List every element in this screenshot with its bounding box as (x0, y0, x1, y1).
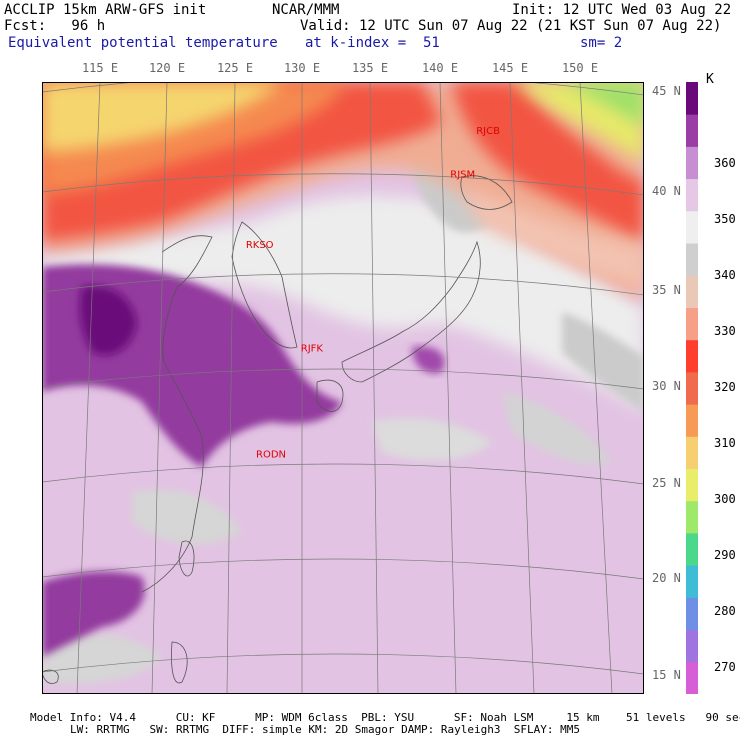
parallel-25N (42, 463, 644, 485)
colorbar-swatch (686, 532, 698, 566)
purple-region-sw (42, 571, 145, 657)
lon-label: 145 E (491, 61, 529, 75)
colorbar-level: 280 (714, 604, 736, 618)
parallel-30N (42, 368, 644, 390)
coastline-kyushu (316, 379, 344, 412)
coastline-korea (231, 221, 298, 349)
lat-label: 15 N (652, 668, 681, 682)
colorbar-swatch (686, 307, 698, 341)
lon-label: 125 E (216, 61, 254, 75)
colorbar (686, 82, 698, 694)
colorbar-swatch (686, 661, 698, 694)
parallel-20N (42, 558, 644, 580)
lon-label: 140 E (421, 61, 459, 75)
grey-patch (372, 418, 492, 461)
meridian-125E (226, 82, 236, 694)
meridian-150E (579, 82, 613, 694)
colorbar-swatch (686, 597, 698, 631)
colorbar-swatch (686, 146, 698, 180)
warm-band-yellow (42, 82, 282, 152)
purple-patch (412, 346, 445, 374)
meridian-115E (76, 82, 101, 694)
theta-e-map[interactable]: RJCB RJSM RKSO RJFK RODN (42, 82, 644, 694)
org-label: NCAR/MMM (272, 2, 340, 18)
parallel-40N (42, 173, 644, 196)
graticule (42, 82, 644, 694)
meridian-135E (369, 82, 379, 694)
colorbar-swatch (686, 339, 698, 373)
station-label-rjcb: RJCB (476, 126, 500, 137)
colorbar-swatch (686, 178, 698, 212)
colorbar-level: 360 (714, 156, 736, 170)
meridian-145E (509, 82, 535, 694)
station-label-rodn: RODN (256, 450, 286, 461)
colorbar-swatch (686, 243, 698, 276)
colorbar-swatch (686, 629, 698, 663)
lat-label: 45 N (652, 84, 681, 98)
warm-band-red-east (452, 82, 644, 242)
meridian-120E (151, 82, 168, 694)
grey-patch (502, 392, 612, 465)
station-label-rjsm: RJSM (450, 169, 475, 180)
colorbar-level: 270 (714, 660, 736, 674)
lat-label: 20 N (652, 571, 681, 585)
parallel-15N (42, 653, 644, 675)
purple-core (79, 286, 137, 356)
init-time: Init: 12 UTC Wed 03 Aug 22 (512, 2, 732, 18)
lon-label: 130 E (283, 61, 321, 75)
colorbar-swatch (686, 500, 698, 534)
grey-band (42, 195, 644, 412)
grey-patch (132, 489, 242, 545)
warm-band-green (562, 82, 644, 127)
colorbar-level: 300 (714, 492, 736, 506)
lon-label: 135 E (351, 61, 389, 75)
forecast-hour: Fcst: 96 h (4, 18, 106, 34)
colorbar-swatch (686, 404, 698, 437)
parallel-35N (42, 273, 644, 296)
colorbar-level: 350 (714, 212, 736, 226)
colorbar-level: 330 (714, 324, 736, 338)
level-label: at k-index = 51 (305, 35, 440, 51)
warm-band-pink-east (462, 187, 644, 287)
colorbar-swatch (686, 82, 698, 115)
lat-label: 35 N (652, 283, 681, 297)
colorbar-swatch (686, 371, 698, 405)
lon-label: 115 E (81, 61, 119, 75)
meridian-140E (439, 82, 457, 694)
lon-label: 120 E (148, 61, 186, 75)
colorbar-level: 290 (714, 548, 736, 562)
valid-time: Valid: 12 UTC Sun 07 Aug 22 (21 KST Sun … (300, 18, 722, 34)
coastline-philippines (171, 641, 188, 684)
colorbar-swatch (686, 114, 698, 147)
grey-patch (562, 312, 644, 412)
colorbar-swatch (686, 565, 698, 598)
lat-label: 40 N (652, 184, 681, 198)
grey-patch (42, 633, 162, 684)
model-title: ACCLIP 15km ARW-GFS init (4, 2, 207, 18)
station-label-rkso: RKSO (246, 240, 274, 251)
coastline-hainan (42, 669, 59, 684)
coastline-japan (341, 240, 481, 383)
colorbar-swatch (686, 275, 698, 308)
lat-label: 25 N (652, 476, 681, 490)
colorbar-level: 310 (714, 436, 736, 450)
coastline-china (141, 235, 213, 593)
colorbar-swatch (686, 210, 698, 244)
colorbar-units: K (706, 72, 714, 87)
model-info-line2: LW: RRTMG SW: RRTMG DIFF: simple KM: 2D … (70, 723, 580, 736)
field-name: Equivalent potential temperature (8, 35, 278, 51)
colorbar-level: 340 (714, 268, 736, 282)
colorbar-swatch (686, 468, 698, 502)
colorbar-level: 320 (714, 380, 736, 394)
model-info-line1: Model Info: V4.4 CU: KF MP: WDM 6class P… (30, 711, 740, 724)
station-label-rjfk: RJFK (301, 344, 324, 355)
lon-label: 150 E (561, 61, 599, 75)
smoothing-label: sm= 2 (580, 35, 623, 51)
coastline-taiwan (178, 540, 195, 577)
colorbar-swatch (686, 436, 698, 469)
lat-label: 30 N (652, 379, 681, 393)
